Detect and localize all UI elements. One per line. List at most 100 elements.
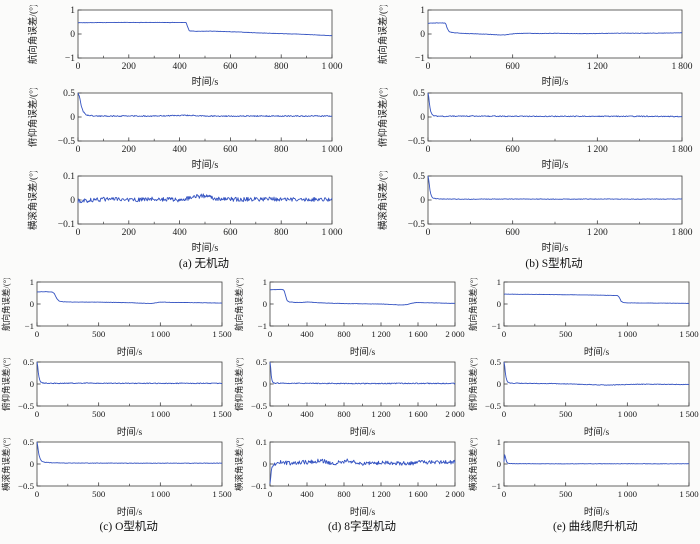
x-tick-label: 1 200 — [587, 145, 608, 155]
y-axis-label: 俯仰角误差/(°) — [27, 88, 39, 147]
x-tick-label: 0 — [76, 62, 81, 72]
error-curve — [270, 288, 456, 306]
x-tick-label: 1 500 — [212, 329, 232, 339]
y-tick-label: 0.5 — [63, 89, 75, 99]
x-tick-label: 0 — [426, 62, 431, 72]
x-tick-label: 0 — [35, 409, 40, 419]
x-tick-label: 600 — [506, 145, 521, 155]
y-tick-label: 0 — [30, 459, 35, 469]
y-tick-label: 0 — [30, 299, 35, 309]
panel-b-s-maneuver: 0 600 1 200 1 800 −1 0 1 航向角误差/(°) 时间/s 0 600 1 200… — [350, 5, 700, 278]
y-tick-label: −0.5 — [18, 481, 35, 491]
x-tick-label: 0 — [76, 228, 81, 238]
y-tick-label: 1 — [263, 278, 267, 287]
error-curve — [503, 293, 689, 304]
x-tick-label: 500 — [92, 409, 106, 419]
y-tick-label: 1 — [496, 278, 500, 287]
x-axis-label: 时间/s — [192, 241, 219, 254]
x-tick-label: 1 000 — [617, 409, 637, 419]
x-axis-label: 时间/s — [542, 241, 569, 254]
x-tick-label: 200 — [122, 145, 137, 155]
y-tick-label: 0 — [420, 196, 425, 206]
x-tick-label: 800 — [274, 228, 289, 238]
panel-d-figure8-maneuver: 0 400 800 1 200 1 600 2 000 −1 0 1 航向角误差/(°) 时间/s 0… — [233, 278, 466, 534]
x-tick-label: 600 — [223, 145, 238, 155]
panel-b-plots: 0 600 1 200 1 800 −1 0 1 航向角误差/(°) 时间/s 0 600 1 200… — [350, 5, 700, 254]
x-tick-label: 1 200 — [372, 329, 392, 339]
plot-box — [77, 92, 333, 142]
plot-box — [503, 281, 690, 327]
x-axis-label: 时间/s — [117, 346, 143, 358]
y-tick-label: −0.5 — [485, 401, 502, 411]
panel-b-caption: (b) S型机动 — [525, 258, 583, 270]
y-axis-label: 横滚角误差/(°) — [1, 438, 11, 491]
y-axis-label: 航向角误差/(°) — [468, 278, 478, 331]
y-tick-label: 0.1 — [63, 172, 75, 182]
y-tick-label: 0.5 — [23, 358, 35, 367]
x-tick-label: 600 — [506, 228, 521, 238]
x-tick-label: 1 000 — [151, 409, 171, 419]
y-tick-label: 0 — [263, 299, 268, 309]
x-tick-label: 0 — [268, 409, 273, 419]
error-curve — [503, 361, 689, 386]
y-tick-label: 0 — [420, 30, 425, 40]
x-tick-label: 2 000 — [446, 409, 466, 419]
x-tick-label: 1 200 — [587, 62, 608, 72]
y-axis-label: 航向角误差/(°) — [234, 278, 244, 331]
error-curve — [36, 361, 223, 385]
x-tick-label: 0 — [76, 145, 81, 155]
x-tick-label: 0 — [426, 228, 431, 238]
y-tick-label: −0.5 — [18, 401, 35, 411]
panel-e-caption: (e) 曲线爬升机动 — [553, 521, 638, 533]
y-axis-label: 横滚角误差/(°) — [234, 438, 244, 491]
y-axis-label: 横滚角误差/(°) — [468, 438, 478, 491]
x-axis-label: 时间/s — [542, 75, 569, 88]
y-tick-label: −0.5 — [408, 137, 425, 147]
x-tick-label: 0 — [501, 329, 506, 339]
x-tick-label: 1 500 — [212, 489, 232, 499]
x-tick-label: 400 — [172, 228, 187, 238]
y-axis-label: 航向角误差/(°) — [27, 5, 39, 64]
x-tick-label: 1 000 — [322, 145, 343, 155]
plot-box — [36, 281, 223, 327]
error-curve — [269, 458, 456, 484]
y-tick-label: 0 — [496, 379, 501, 389]
x-axis-label: 时间/s — [350, 426, 376, 438]
x-tick-label: 400 — [301, 489, 315, 499]
x-tick-label: 600 — [506, 62, 521, 72]
x-tick-label: 1 000 — [617, 489, 637, 499]
row-bottom: 0 500 1 000 1 500 −1 0 1 航向角误差/(°) 时间/s 0 500 1 000… — [0, 278, 700, 534]
panel-c-plots: 0 500 1 000 1 500 −1 0 1 航向角误差/(°) 时间/s 0 500 1 000… — [0, 278, 233, 518]
y-tick-label: 0.5 — [256, 358, 268, 367]
x-tick-label: 500 — [559, 329, 573, 339]
x-tick-label: 1 000 — [151, 489, 171, 499]
y-tick-label: 0.5 — [490, 358, 502, 367]
y-tick-label: −0.1 — [251, 481, 267, 491]
x-tick-label: 0 — [501, 409, 506, 419]
x-axis-label: 时间/s — [583, 506, 609, 518]
y-tick-label: 0 — [30, 379, 35, 389]
y-tick-label: 0.5 — [413, 89, 425, 99]
x-tick-label: 1 600 — [409, 329, 429, 339]
y-tick-label: 0 — [496, 299, 501, 309]
panel-a-caption: (a) 无机动 — [178, 258, 230, 270]
x-axis-label: 时间/s — [583, 346, 609, 358]
x-axis-label: 时间/s — [583, 426, 609, 438]
error-curve — [503, 454, 689, 465]
x-tick-label: 1 800 — [672, 62, 693, 72]
x-axis-label: 时间/s — [192, 158, 219, 171]
row-top: 0 200 400 600 800 1 000 −1 0 1 航向角误差/(°) 时间/s 0 200 4… — [0, 5, 700, 278]
x-tick-label: 1 000 — [617, 329, 637, 339]
plot-box — [36, 441, 223, 487]
y-tick-label: 1 — [70, 6, 75, 16]
panel-d-plots: 0 400 800 1 200 1 600 2 000 −1 0 1 航向角误差/(°) 时间/s 0… — [233, 278, 466, 518]
error-curve — [427, 92, 683, 118]
y-tick-label: 0 — [70, 30, 75, 40]
y-axis-label: 横滚角误差/(°) — [377, 171, 389, 230]
